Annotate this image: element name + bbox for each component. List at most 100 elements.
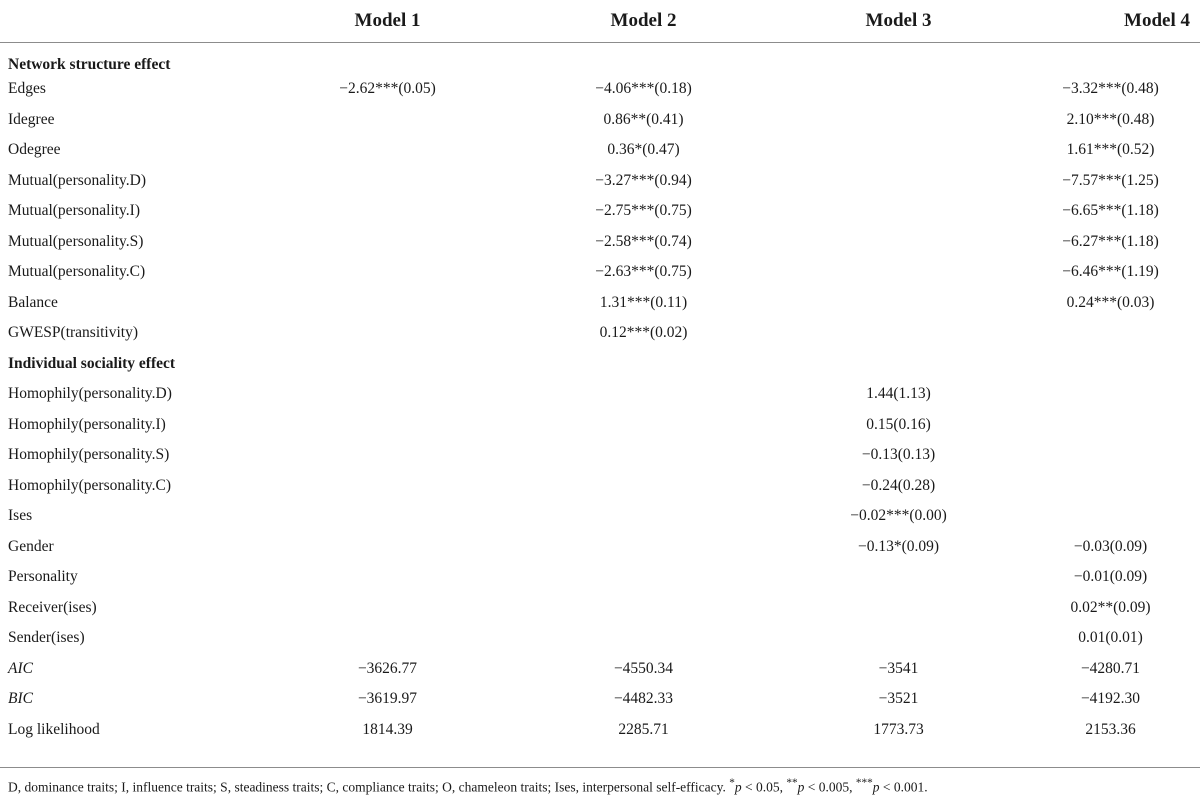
cell-model-1 — [264, 593, 511, 624]
row-label: Homophily(personality.S) — [8, 446, 170, 464]
cell-model-1 — [264, 471, 511, 502]
row-label: Mutual(personality.S) — [8, 232, 144, 250]
cell-model-2 — [511, 593, 776, 624]
cell-model-2: −4482.33 — [613, 690, 674, 708]
table-row: Balance 1.31***(0.11) 0.24***(0.03) — [0, 288, 1200, 319]
fit-statistic-row: Log likelihood 1814.39 2285.71 1773.73 2153.… — [0, 715, 1200, 746]
cell-model-1 — [264, 42, 511, 74]
cell-model-2: −2.63***(0.75) — [595, 263, 692, 281]
row-label: Sender(ises) — [8, 629, 85, 647]
header-rule — [0, 42, 1200, 43]
cell-model-1 — [264, 105, 511, 136]
cell-model-1: −3626.77 — [357, 659, 418, 677]
cell-model-1 — [264, 318, 511, 349]
table-row: Idegree 0.86**(0.41) 2.10***(0.48) — [0, 105, 1200, 136]
cell-model-1 — [264, 349, 511, 380]
cell-model-1 — [264, 288, 511, 319]
cell-model-3 — [776, 166, 1021, 197]
table-row: Ises −0.02***(0.00) — [0, 501, 1200, 532]
cell-model-3: 1.44(1.13) — [866, 385, 931, 403]
section-title: Individual sociality effect — [8, 354, 176, 372]
column-header-model-4: Model 4 — [1124, 10, 1190, 31]
cell-model-3: −0.02***(0.00) — [850, 507, 947, 525]
table-row: Personality −0.01(0.09) — [0, 562, 1200, 593]
cell-model-3 — [776, 257, 1021, 288]
cell-model-1 — [264, 166, 511, 197]
cell-model-4 — [1021, 410, 1200, 441]
table-row: Odegree 0.36*(0.47) 1.61***(0.52) — [0, 135, 1200, 166]
row-label: Gender — [8, 537, 54, 555]
cell-model-2: 0.86**(0.41) — [603, 110, 684, 128]
row-label: Odegree — [8, 141, 61, 159]
cell-model-2 — [511, 440, 776, 471]
cell-model-2 — [511, 623, 776, 654]
table-body: Network structure effect Edges −2.62***(0.… — [0, 42, 1200, 745]
footnote-sig-stars-2: ** — [786, 777, 798, 789]
cell-model-1 — [264, 501, 511, 532]
cell-model-2: −4550.34 — [613, 659, 674, 677]
cell-model-2: −3.27***(0.94) — [595, 171, 692, 189]
cell-model-2: 0.36*(0.47) — [607, 141, 680, 159]
cell-model-4 — [1021, 471, 1200, 502]
cell-model-4: −7.57***(1.25) — [1062, 171, 1159, 189]
cell-model-1: 1814.39 — [362, 720, 413, 738]
cell-model-3 — [776, 562, 1021, 593]
cell-model-4: 0.24***(0.03) — [1066, 293, 1155, 311]
cell-model-4 — [1021, 379, 1200, 410]
cell-model-2 — [511, 532, 776, 563]
table-row: Homophily(personality.C) −0.24(0.28) — [0, 471, 1200, 502]
cell-model-3: −0.13(0.13) — [861, 446, 936, 464]
cell-model-1: −2.62***(0.05) — [339, 80, 436, 98]
section-title: Network structure effect — [8, 56, 171, 73]
table-row: Homophily(personality.I) 0.15(0.16) — [0, 410, 1200, 441]
table-footnote: D, dominance traits; I, influence traits… — [8, 777, 928, 796]
cell-model-1 — [264, 623, 511, 654]
cell-model-3 — [776, 318, 1021, 349]
cell-model-1: −3619.97 — [357, 690, 418, 708]
cell-model-2 — [511, 349, 776, 380]
table-row: Homophily(personality.S) −0.13(0.13) — [0, 440, 1200, 471]
cell-model-4: −0.03(0.09) — [1073, 537, 1148, 555]
table-row: Mutual(personality.I) −2.75***(0.75) −6.65… — [0, 196, 1200, 227]
table-row: Mutual(personality.C) −2.63***(0.75) −6.46… — [0, 257, 1200, 288]
cell-model-3 — [776, 105, 1021, 136]
footnote-sig-stars-1: * — [729, 777, 735, 789]
table-row: Gender −0.13*(0.09) −0.03(0.09) — [0, 532, 1200, 563]
cell-model-4 — [1021, 349, 1200, 380]
cell-model-3 — [776, 623, 1021, 654]
table-row: Edges −2.62***(0.05) −4.06***(0.18) −3.32**… — [0, 74, 1200, 105]
cell-model-3 — [776, 196, 1021, 227]
cell-model-3: 1773.73 — [873, 720, 924, 738]
cell-model-3 — [776, 593, 1021, 624]
footnote-threshold-3: < 0.001. — [879, 779, 928, 795]
fit-statistic-row: AIC −3626.77 −4550.34 −3541 −4280.71 — [0, 654, 1200, 685]
cell-model-4 — [1021, 318, 1200, 349]
row-label: Personality — [8, 568, 78, 586]
regression-table: Model 1 Model 2 Model 3 Model 4 Network … — [0, 10, 1200, 745]
table-row: Homophily(personality.D) 1.44(1.13) — [0, 379, 1200, 410]
cell-model-3 — [776, 74, 1021, 105]
cell-model-3: −3521 — [878, 690, 919, 708]
table-row: Sender(ises) 0.01(0.01) — [0, 623, 1200, 654]
footnote-abbreviations: D, dominance traits; I, influence traits… — [8, 779, 730, 795]
cell-model-2: 2285.71 — [618, 720, 669, 738]
section-header-row: Individual sociality effect — [0, 349, 1200, 380]
cell-model-3: 0.15(0.16) — [866, 415, 931, 433]
column-header-model-2: Model 2 — [610, 10, 677, 31]
cell-model-4: −6.46***(1.19) — [1062, 263, 1159, 281]
row-label: Mutual(personality.D) — [8, 171, 147, 189]
cell-model-4: 0.02**(0.09) — [1070, 598, 1151, 616]
row-label: Homophily(personality.I) — [8, 415, 166, 433]
cell-model-2: −4.06***(0.18) — [595, 80, 692, 98]
cell-model-1 — [264, 257, 511, 288]
cell-model-3: −0.24(0.28) — [861, 476, 936, 494]
row-label: Balance — [8, 293, 58, 311]
cell-model-4: 1.61***(0.52) — [1066, 141, 1155, 159]
fit-statistic-row: BIC −3619.97 −4482.33 −3521 −4192.30 — [0, 684, 1200, 715]
cell-model-4: 0.01(0.01) — [1078, 629, 1143, 647]
cell-model-4: −6.65***(1.18) — [1062, 202, 1159, 220]
row-label: Homophily(personality.D) — [8, 385, 172, 403]
footer-rule — [0, 767, 1200, 768]
cell-model-4: −0.01(0.09) — [1073, 568, 1148, 586]
cell-model-3 — [776, 42, 1021, 74]
